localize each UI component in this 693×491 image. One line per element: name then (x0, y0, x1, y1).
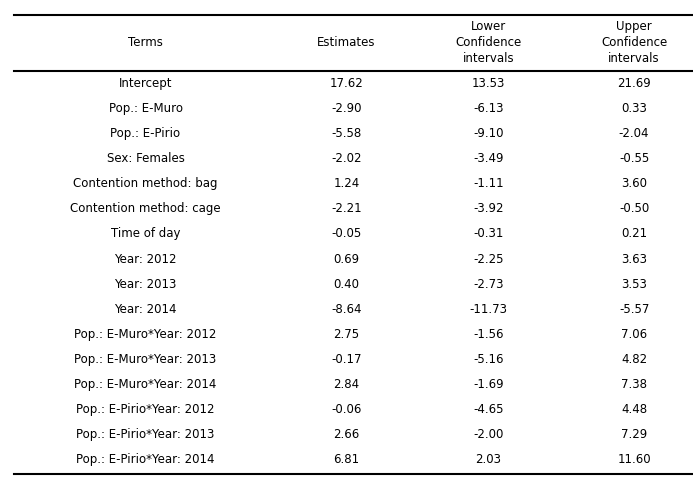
Text: Sex: Females: Sex: Females (107, 152, 184, 165)
Text: -5.16: -5.16 (473, 353, 504, 366)
Text: -1.56: -1.56 (473, 327, 504, 341)
Text: Year: 2013: Year: 2013 (114, 277, 177, 291)
Text: Time of day: Time of day (111, 227, 180, 241)
Text: 4.82: 4.82 (621, 353, 647, 366)
Text: -3.92: -3.92 (473, 202, 504, 216)
Text: -3.49: -3.49 (473, 152, 504, 165)
Text: -2.02: -2.02 (331, 152, 362, 165)
Text: -11.73: -11.73 (470, 302, 507, 316)
Text: -5.58: -5.58 (331, 127, 362, 140)
Text: -0.55: -0.55 (619, 152, 649, 165)
Text: -2.21: -2.21 (331, 202, 362, 216)
Text: 2.75: 2.75 (333, 327, 360, 341)
Text: 0.69: 0.69 (333, 252, 360, 266)
Text: Intercept: Intercept (119, 77, 173, 90)
Text: 3.60: 3.60 (621, 177, 647, 191)
Text: Pop.: E-Muro: Pop.: E-Muro (109, 102, 182, 115)
Text: 13.53: 13.53 (472, 77, 505, 90)
Text: -2.73: -2.73 (473, 277, 504, 291)
Text: Contention method: cage: Contention method: cage (70, 202, 221, 216)
Text: -4.65: -4.65 (473, 403, 504, 416)
Text: -0.31: -0.31 (473, 227, 504, 241)
Text: 2.03: 2.03 (475, 453, 502, 466)
Text: 7.38: 7.38 (621, 378, 647, 391)
Text: 1.24: 1.24 (333, 177, 360, 191)
Text: Upper
Confidence
intervals: Upper Confidence intervals (601, 21, 667, 65)
Text: -9.10: -9.10 (473, 127, 504, 140)
Text: 17.62: 17.62 (330, 77, 363, 90)
Text: 0.40: 0.40 (333, 277, 360, 291)
Text: -0.50: -0.50 (619, 202, 649, 216)
Text: 2.66: 2.66 (333, 428, 360, 441)
Text: 0.33: 0.33 (621, 102, 647, 115)
Text: 4.48: 4.48 (621, 403, 647, 416)
Text: Terms: Terms (128, 36, 163, 50)
Text: 6.81: 6.81 (333, 453, 360, 466)
Text: Pop.: E-Pirio*Year: 2013: Pop.: E-Pirio*Year: 2013 (76, 428, 215, 441)
Text: -0.05: -0.05 (331, 227, 362, 241)
Text: -2.00: -2.00 (473, 428, 504, 441)
Text: -0.17: -0.17 (331, 353, 362, 366)
Text: Pop.: E-Muro*Year: 2014: Pop.: E-Muro*Year: 2014 (74, 378, 217, 391)
Text: -2.90: -2.90 (331, 102, 362, 115)
Text: Pop.: E-Pirio: Pop.: E-Pirio (110, 127, 181, 140)
Text: -5.57: -5.57 (619, 302, 649, 316)
Text: Year: 2012: Year: 2012 (114, 252, 177, 266)
Text: Year: 2014: Year: 2014 (114, 302, 177, 316)
Text: -2.04: -2.04 (619, 127, 649, 140)
Text: 2.84: 2.84 (333, 378, 360, 391)
Text: 21.69: 21.69 (617, 77, 651, 90)
Text: Contention method: bag: Contention method: bag (73, 177, 218, 191)
Text: 7.06: 7.06 (621, 327, 647, 341)
Text: Lower
Confidence
intervals: Lower Confidence intervals (455, 21, 522, 65)
Text: 0.21: 0.21 (621, 227, 647, 241)
Text: Pop.: E-Pirio*Year: 2014: Pop.: E-Pirio*Year: 2014 (76, 453, 215, 466)
Text: 3.53: 3.53 (621, 277, 647, 291)
Text: -1.69: -1.69 (473, 378, 504, 391)
Text: Pop.: E-Muro*Year: 2012: Pop.: E-Muro*Year: 2012 (74, 327, 217, 341)
Text: 7.29: 7.29 (621, 428, 647, 441)
Text: -1.11: -1.11 (473, 177, 504, 191)
Text: -6.13: -6.13 (473, 102, 504, 115)
Text: -0.06: -0.06 (331, 403, 362, 416)
Text: -2.25: -2.25 (473, 252, 504, 266)
Text: Pop.: E-Pirio*Year: 2012: Pop.: E-Pirio*Year: 2012 (76, 403, 215, 416)
Text: 11.60: 11.60 (617, 453, 651, 466)
Text: Pop.: E-Muro*Year: 2013: Pop.: E-Muro*Year: 2013 (74, 353, 217, 366)
Text: -8.64: -8.64 (331, 302, 362, 316)
Text: Estimates: Estimates (317, 36, 376, 50)
Text: 3.63: 3.63 (621, 252, 647, 266)
